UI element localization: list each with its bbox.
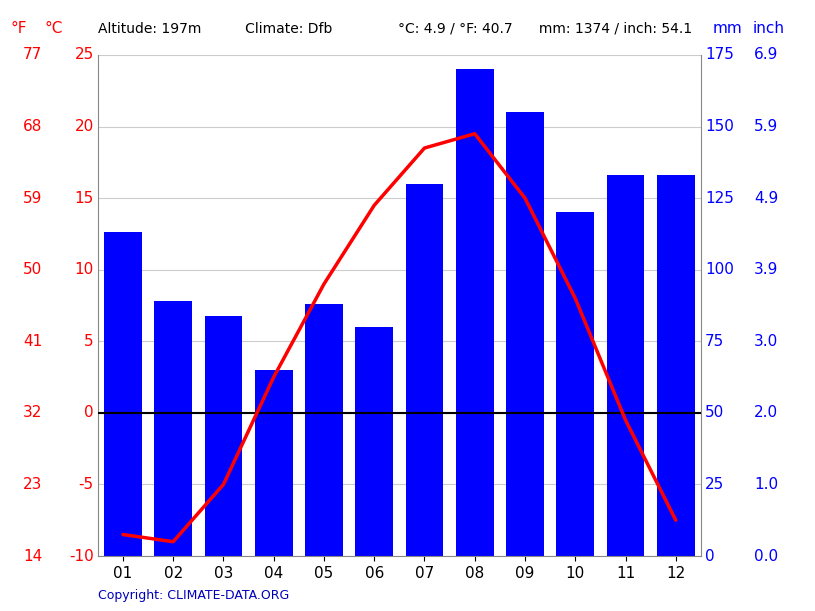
Text: 32: 32 [23, 405, 42, 420]
Text: 59: 59 [23, 191, 42, 206]
Bar [154, 301, 192, 556]
Text: Copyright: CLIMATE-DATA.ORG: Copyright: CLIMATE-DATA.ORG [98, 589, 289, 602]
Text: 5.9: 5.9 [754, 119, 778, 134]
Bar [606, 175, 645, 556]
Text: -10: -10 [69, 549, 94, 563]
Text: 3.9: 3.9 [754, 262, 778, 277]
Bar [406, 184, 443, 556]
Text: 125: 125 [705, 191, 734, 206]
Text: 0: 0 [84, 405, 94, 420]
Text: 20: 20 [74, 119, 94, 134]
Text: inch: inch [753, 21, 785, 37]
Text: 25: 25 [705, 477, 725, 492]
Text: 100: 100 [705, 262, 734, 277]
Bar [205, 315, 242, 556]
Text: 1.0: 1.0 [754, 477, 778, 492]
Text: 15: 15 [74, 191, 94, 206]
Text: 14: 14 [23, 549, 42, 563]
Bar [104, 233, 142, 556]
Bar [657, 175, 694, 556]
Text: 6.9: 6.9 [754, 48, 778, 62]
Bar [355, 327, 393, 556]
Text: °F: °F [11, 21, 27, 37]
Text: 23: 23 [23, 477, 42, 492]
Text: 25: 25 [74, 48, 94, 62]
Bar [506, 112, 544, 556]
Text: 0: 0 [705, 549, 715, 563]
Bar [305, 304, 343, 556]
Text: -5: -5 [78, 477, 94, 492]
Text: 175: 175 [705, 48, 734, 62]
Text: °C: °C [45, 21, 64, 37]
Text: 68: 68 [23, 119, 42, 134]
Text: 50: 50 [705, 405, 725, 420]
Bar [557, 213, 594, 556]
Text: 150: 150 [705, 119, 734, 134]
Text: Altitude: 197m          Climate: Dfb               °C: 4.9 / °F: 40.7      mm: 1: Altitude: 197m Climate: Dfb °C: 4.9 / °F… [98, 21, 692, 35]
Text: 0.0: 0.0 [754, 549, 778, 563]
Text: 77: 77 [23, 48, 42, 62]
Bar [255, 370, 293, 556]
Text: 3.0: 3.0 [754, 334, 778, 349]
Text: 75: 75 [705, 334, 725, 349]
Bar [456, 69, 494, 556]
Text: mm: mm [712, 21, 742, 37]
Text: 10: 10 [74, 262, 94, 277]
Text: 41: 41 [23, 334, 42, 349]
Text: 50: 50 [23, 262, 42, 277]
Text: 5: 5 [84, 334, 94, 349]
Text: 4.9: 4.9 [754, 191, 778, 206]
Text: 2.0: 2.0 [754, 405, 778, 420]
